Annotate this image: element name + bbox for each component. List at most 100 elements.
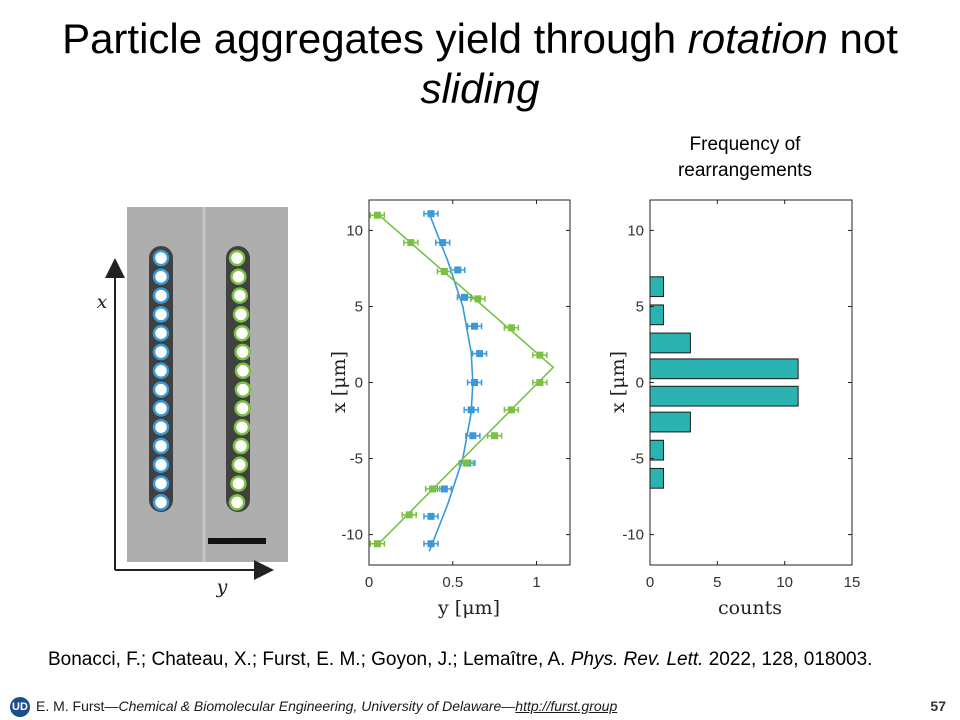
- blue-particle: [152, 249, 170, 267]
- profile-plot-xlabel: y [μm]: [437, 597, 500, 619]
- blue-data-point: [466, 379, 483, 386]
- y-tick-label: 5: [355, 298, 363, 315]
- green-data-point: [369, 540, 386, 548]
- x-tick-label: 0: [365, 574, 373, 591]
- blue-particle: [152, 475, 170, 492]
- blue-data-point: [423, 512, 439, 520]
- y-tick-label: 10: [627, 222, 644, 239]
- blue-particle-chain: [149, 246, 173, 512]
- histogram-bar: [649, 439, 664, 461]
- histogram-bar: [649, 332, 691, 354]
- blue-data-point: [466, 322, 483, 330]
- histogram-bar: [649, 385, 799, 407]
- footer-department: Chemical & Biomolecular Engineering, Uni…: [118, 698, 516, 714]
- histogram-frame: [649, 199, 853, 566]
- histogram-ylabel: x [μm]: [607, 351, 629, 413]
- x-tick-label: 1: [532, 574, 540, 591]
- blue-data-point: [463, 406, 479, 414]
- blue-data-point: [423, 540, 439, 548]
- profile-plot-ticks: 10 5 0 -5 -10 0 0.5 1: [341, 200, 570, 591]
- profile-plot-fits: [375, 211, 555, 552]
- blue-particle: [152, 362, 170, 380]
- green-fit-line: [375, 211, 555, 548]
- y-tick-label: -5: [631, 451, 644, 468]
- green-particle: [228, 494, 246, 511]
- blue-particle: [152, 306, 170, 323]
- x-tick-label: 10: [776, 574, 793, 591]
- blue-particle: [152, 324, 170, 342]
- green-particle: [232, 437, 250, 455]
- y-tick-label: 0: [355, 375, 363, 392]
- green-particle: [232, 306, 250, 323]
- green-particle: [234, 343, 251, 361]
- histogram-bar: [649, 467, 664, 489]
- footer: UD E. M. Furst—Chemical & Biomolecular E…: [0, 694, 960, 720]
- green-data-point: [403, 239, 419, 247]
- micrograph-panel: x y: [97, 207, 288, 598]
- green-data-point: [503, 406, 520, 414]
- blue-particle: [152, 456, 170, 474]
- histogram-ticks: 10 5 0 -5 -10 0 5 10 15: [622, 200, 860, 591]
- y-tick-label: 10: [346, 222, 363, 239]
- blue-particle: [152, 418, 170, 436]
- blue-data-point: [471, 350, 488, 358]
- footer-author: E. M. Furst—: [36, 698, 119, 714]
- blue-particle: [152, 494, 170, 511]
- green-data-point: [486, 432, 503, 440]
- green-particle: [234, 362, 252, 380]
- histogram-title-line2: rearrangements: [677, 160, 813, 181]
- green-data-point: [503, 324, 520, 332]
- histogram-bar: [649, 276, 664, 298]
- university-logo-icon: UD: [10, 697, 30, 717]
- citation-details: 2022, 128, 018003.: [703, 649, 873, 670]
- y-tick-label: -10: [341, 527, 363, 544]
- blue-particle: [152, 400, 170, 417]
- title-emphasis-sliding: sliding: [420, 65, 540, 112]
- y-tick-label: -10: [622, 527, 644, 544]
- x-tick-label: 0.5: [442, 574, 463, 591]
- green-data-point: [458, 459, 474, 467]
- blue-particle: [152, 437, 170, 455]
- histogram-bar: [649, 411, 691, 433]
- page-number: 57: [930, 698, 946, 714]
- footer-link[interactable]: http://furst.group: [515, 698, 618, 714]
- green-data-point: [532, 379, 548, 386]
- green-particle: [230, 268, 247, 286]
- histogram-bar: [649, 358, 799, 380]
- histogram-bars: [649, 276, 799, 489]
- green-data-point: [424, 485, 441, 493]
- micrograph-y-label: y: [216, 576, 228, 598]
- title-emphasis-rotation: rotation: [687, 15, 828, 62]
- green-particle: [228, 249, 246, 267]
- slide-title: Particle aggregates yield through rotati…: [0, 14, 960, 114]
- histogram-title-line1: Frequency of: [689, 134, 801, 155]
- y-tick-label: 0: [636, 375, 644, 392]
- footer-text: E. M. Furst—Chemical & Biomolecular Engi…: [36, 698, 617, 714]
- title-text-mid: not: [827, 15, 898, 62]
- green-data-point: [401, 511, 417, 519]
- citation: Bonacci, F.; Chateau, X.; Furst, E. M.; …: [48, 646, 928, 673]
- blue-data-point: [450, 266, 466, 274]
- green-particle-chain: [226, 246, 252, 512]
- green-particle: [233, 324, 251, 342]
- profile-plot-ylabel: x [μm]: [328, 351, 350, 413]
- green-particle: [231, 287, 249, 304]
- x-tick-label: 0: [646, 574, 654, 591]
- green-particle: [233, 418, 251, 436]
- citation-authors: Bonacci, F.; Chateau, X.; Furst, E. M.; …: [48, 649, 571, 670]
- title-text: Particle aggregates yield through: [62, 15, 688, 62]
- x-tick-label: 5: [713, 574, 721, 591]
- x-tick-label: 15: [844, 574, 861, 591]
- green-particle: [230, 475, 247, 492]
- blue-data-point: [465, 432, 481, 440]
- blue-particle: [152, 268, 170, 286]
- y-tick-label: 5: [636, 298, 644, 315]
- profile-plot-points: [369, 210, 548, 548]
- histogram-plot: 10 5 0 -5 -10 0 5 10 15 counts x [μm]: [607, 199, 860, 619]
- green-particle: [234, 400, 251, 417]
- citation-journal: Phys. Rev. Lett.: [570, 649, 704, 670]
- green-data-point: [436, 267, 453, 275]
- y-tick-label: -5: [350, 451, 363, 468]
- green-data-point: [532, 351, 548, 359]
